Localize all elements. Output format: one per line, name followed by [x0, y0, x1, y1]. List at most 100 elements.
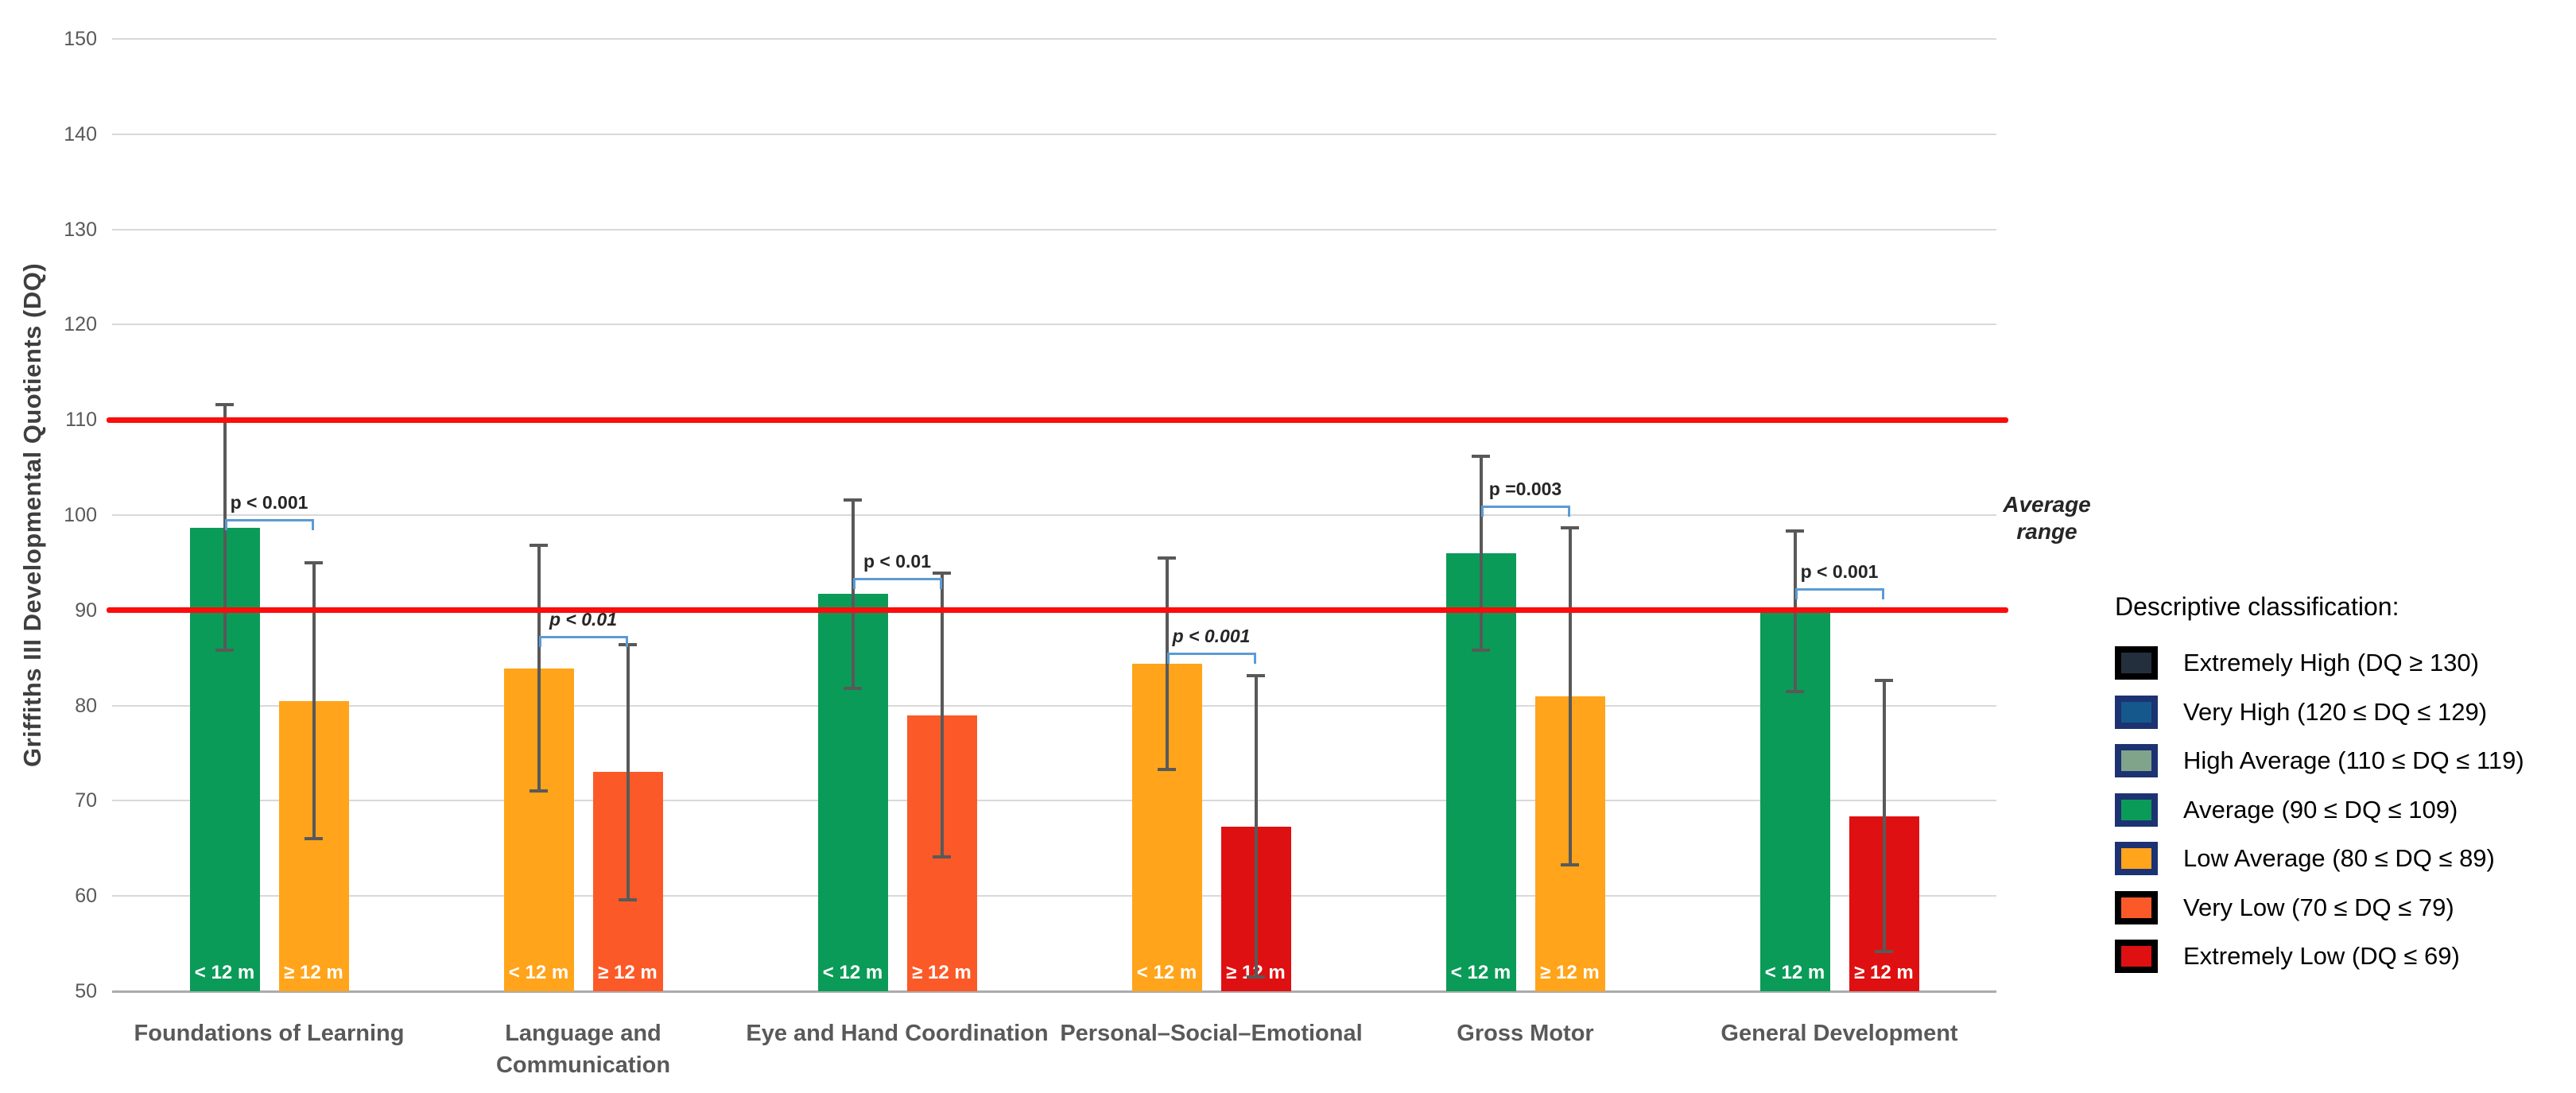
- significance-bracket: [538, 636, 628, 639]
- error-bar: [537, 545, 541, 792]
- gridline: [112, 38, 1996, 40]
- y-tick-label: 70: [75, 789, 97, 812]
- error-bar-cap-top: [1472, 454, 1490, 458]
- legend-item: Very Low (70 ≤ DQ ≤ 79): [2115, 890, 2576, 924]
- legend-title: Descriptive classification:: [2115, 592, 2399, 621]
- significance-bracket-left-tick: [1480, 506, 1484, 517]
- y-tick-label: 90: [75, 599, 97, 622]
- y-tick-label: 50: [75, 980, 97, 1002]
- legend-swatch: [2115, 646, 2158, 680]
- significance-bracket: [852, 578, 942, 581]
- error-bar-cap-bottom: [933, 855, 951, 859]
- error-bar-cap-bottom: [1247, 975, 1265, 979]
- legend-item: Average (90 ≤ DQ ≤ 109): [2115, 793, 2576, 827]
- error-bar-cap-bottom: [1158, 767, 1176, 771]
- significance-bracket: [224, 518, 314, 521]
- error-bar-cap-bottom: [1472, 649, 1490, 653]
- error-bar-cap-top: [1561, 525, 1579, 529]
- significance-bracket-left-tick: [224, 518, 227, 530]
- p-value-label: p < 0.001: [230, 491, 308, 513]
- category-label: Language and Communication: [495, 1021, 671, 1078]
- error-bar: [1568, 527, 1572, 865]
- error-bar-cap-top: [1158, 556, 1176, 560]
- legend-swatch: [2115, 842, 2158, 875]
- significance-bracket: [1166, 652, 1256, 655]
- bar-series-label: < 12 m: [1136, 961, 1197, 983]
- bar-series-label: ≥ 12 m: [912, 961, 972, 983]
- significance-bracket-right-tick: [939, 578, 942, 590]
- legend-swatch: [2115, 890, 2158, 924]
- y-tick-label: 140: [64, 122, 97, 145]
- y-tick-label: 150: [64, 28, 97, 50]
- significance-bracket-right-tick: [1253, 652, 1256, 664]
- bar-series-label: ≥ 12 m: [1854, 961, 1914, 983]
- y-tick-label: 110: [65, 409, 97, 432]
- category-label: Personal–Social–Emotional: [1060, 1021, 1363, 1046]
- error-bar-cap-top: [933, 572, 951, 576]
- error-bar: [1165, 557, 1169, 769]
- error-bar-cap-bottom: [305, 837, 323, 841]
- y-tick-label: 80: [75, 694, 97, 717]
- bar-series-label: < 12 m: [508, 961, 569, 983]
- significance-bracket-left-tick: [852, 578, 855, 590]
- average-range-label: Average range: [2003, 492, 2091, 544]
- gridline: [112, 895, 1996, 897]
- error-bar-cap-bottom: [530, 789, 548, 793]
- category-label: Foundations of Learning: [134, 1021, 405, 1046]
- error-bar-cap-top: [215, 403, 234, 407]
- category-label: Eye and Hand Coordination: [746, 1021, 1049, 1046]
- error-bar-cap-top: [1875, 679, 1893, 683]
- y-tick-label: 60: [75, 885, 97, 908]
- gridline: [112, 324, 1996, 326]
- legend-item: Very High (120 ≤ DQ ≤ 129): [2115, 695, 2576, 729]
- error-bar-cap-top: [530, 544, 548, 548]
- bar-series-label: < 12 m: [1764, 961, 1825, 983]
- error-bar-cap-top: [1247, 674, 1265, 678]
- significance-bracket-left-tick: [538, 636, 541, 648]
- y-tick-label: 120: [64, 313, 97, 336]
- error-bar-cap-top: [1786, 529, 1804, 533]
- error-bar-cap-bottom: [1561, 862, 1579, 866]
- bar-series-label: < 12 m: [822, 961, 883, 983]
- y-tick-label: 100: [64, 504, 97, 526]
- significance-bracket: [1794, 588, 1884, 591]
- significance-bracket: [1480, 506, 1570, 509]
- y-tick-label: 130: [64, 218, 97, 241]
- error-bar: [626, 644, 630, 900]
- bar: < 12 m: [1445, 552, 1516, 991]
- error-bar-cap-top: [619, 642, 637, 646]
- bar-series-label: < 12 m: [1450, 961, 1511, 983]
- error-bar-cap-bottom: [619, 897, 637, 901]
- legend-swatch: [2115, 695, 2158, 729]
- gridline: [112, 133, 1996, 135]
- significance-bracket-right-tick: [1881, 588, 1884, 600]
- bar-series-label: < 12 m: [194, 961, 255, 983]
- p-value-label: p < 0.01: [863, 551, 932, 572]
- gridline: [112, 228, 1996, 231]
- legend-label: High Average (110 ≤ DQ ≤ 119): [2183, 746, 2524, 774]
- p-value-label: p < 0.001: [1800, 561, 1879, 583]
- x-axis-baseline: [112, 990, 1996, 993]
- legend-item: Low Average (80 ≤ DQ ≤ 89): [2115, 842, 2576, 875]
- legend-label: Very Low (70 ≤ DQ ≤ 79): [2183, 893, 2454, 921]
- category-label: Gross Motor: [1457, 1021, 1594, 1046]
- error-bar-cap-bottom: [844, 687, 862, 691]
- error-bar: [312, 562, 316, 839]
- error-bar: [1254, 676, 1258, 978]
- error-bar: [1882, 680, 1886, 952]
- gridline: [112, 800, 1996, 802]
- significance-bracket-left-tick: [1794, 588, 1798, 600]
- significance-bracket-right-tick: [625, 636, 628, 648]
- average-range-line: [107, 607, 2008, 614]
- error-bar: [1479, 455, 1483, 651]
- error-bar-cap-bottom: [1875, 949, 1893, 953]
- error-bar: [940, 573, 944, 858]
- error-bar-cap-top: [305, 560, 323, 564]
- p-value-label: p < 0.001: [1172, 625, 1251, 646]
- legend-item: High Average (110 ≤ DQ ≤ 119): [2115, 744, 2576, 777]
- significance-bracket-right-tick: [1567, 506, 1570, 517]
- bar-series-label: ≥ 12 m: [598, 961, 658, 983]
- bar-series-label: ≥ 12 m: [284, 961, 343, 983]
- legend-item: Extremely Low (DQ ≤ 69): [2115, 940, 2576, 973]
